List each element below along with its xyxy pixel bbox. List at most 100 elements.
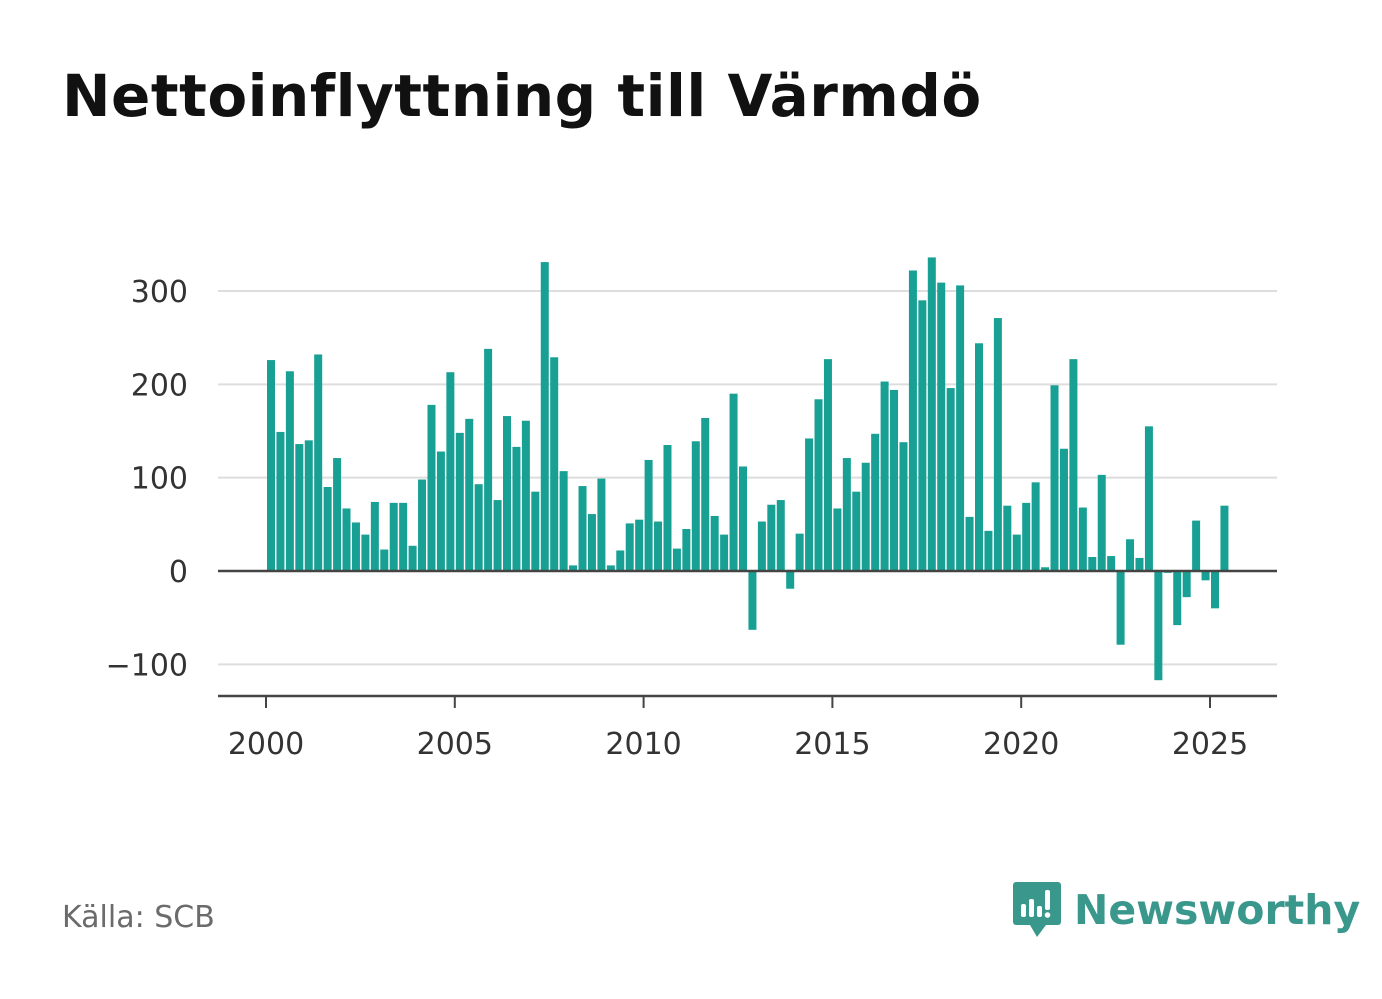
bar [1059,448,1068,571]
bar [550,357,559,571]
bar [597,478,606,571]
bar [1069,359,1078,571]
bar [1154,571,1163,681]
bar [710,515,719,571]
bar [474,484,483,571]
bar [814,399,823,571]
x-tick-label: 2010 [605,727,681,762]
bar [361,534,370,571]
bar [682,529,691,571]
bar [625,523,634,571]
bar [342,508,351,571]
bar [493,500,502,571]
bar [767,504,776,571]
source-note: Källa: SCB [62,900,215,935]
bar [701,417,710,571]
bar [616,550,625,571]
y-tick-label: −100 [106,648,188,683]
bar [1201,571,1210,581]
bar [956,285,965,571]
bar [503,416,511,571]
bar [1012,534,1021,571]
bar [380,549,389,571]
axes [218,569,1277,708]
bar [427,404,436,571]
brand-name: Newsworthy [1074,886,1361,934]
bar [1144,426,1153,571]
bar [880,381,889,571]
bar [993,318,1002,571]
bar [1088,557,1097,571]
bar [295,444,304,571]
bar [663,445,672,571]
bar [1126,539,1135,571]
bar [852,491,861,571]
y-tick-label: 100 [131,462,188,497]
y-tick-labels: 300 200 100 0 −100 [106,275,188,683]
bar [304,440,313,571]
bar [436,451,445,571]
bar [739,466,747,571]
bar [786,571,795,589]
bar [418,479,427,571]
bar [908,270,917,571]
bar [1220,505,1229,571]
bar [323,487,332,571]
bar [276,431,285,571]
bar [1041,567,1050,571]
bar [842,458,851,571]
y-tick-label: 200 [131,368,188,403]
bar [569,565,578,571]
x-tick-label: 2015 [794,727,870,762]
bar [1192,520,1201,571]
bar [531,491,540,571]
x-tick-label: 2000 [228,727,304,762]
bar [965,516,974,571]
bar [267,360,275,571]
bar [861,462,870,571]
bar [729,393,738,571]
bar [672,548,681,571]
bar [1078,507,1087,571]
bar [1135,557,1144,571]
bar [314,354,323,571]
newsworthy-logo: Newsworthy [1012,880,1360,940]
bar [559,471,568,571]
chart-title: Nettoinflyttning till Värmdö [62,62,982,130]
bars [267,257,1229,681]
x-tick-label: 2020 [983,727,1059,762]
bar [455,432,464,571]
bar [937,282,946,571]
bar [521,420,530,571]
bar [484,348,493,571]
bar [399,502,408,571]
bar [927,257,936,571]
bar [1173,571,1182,626]
y-tick-label: 300 [131,275,188,310]
bar [984,530,993,571]
bar [1022,502,1031,571]
bar [644,459,653,571]
bar [370,501,379,571]
bar [578,486,587,571]
bar [776,500,785,571]
bar [1182,571,1191,598]
bar [351,522,360,571]
bar [871,433,880,571]
bar [1050,385,1059,571]
bar [975,343,983,571]
bar [446,372,455,571]
bar [748,571,757,630]
bar [587,514,596,571]
bar [1211,571,1219,609]
bar [1116,571,1125,645]
y-tick-label: 0 [169,555,188,590]
bar [465,418,474,571]
bar [389,502,398,571]
bar [408,545,417,571]
bar [833,508,842,571]
bar [1107,556,1116,571]
bar [512,446,521,571]
bar [823,359,832,571]
